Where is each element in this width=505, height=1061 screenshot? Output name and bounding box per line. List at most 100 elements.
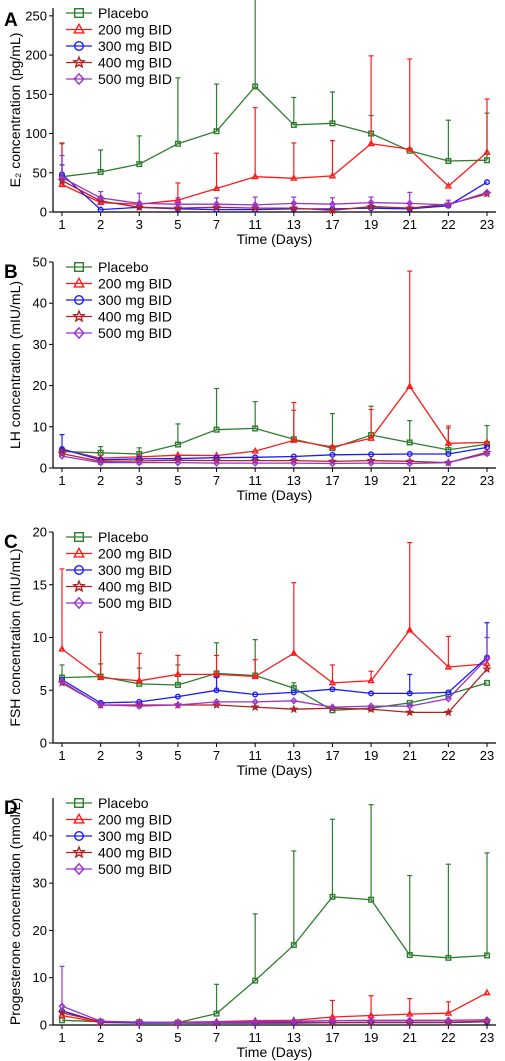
data-point xyxy=(484,179,491,186)
data-point xyxy=(406,450,413,457)
data-point xyxy=(406,199,414,208)
y-tick-label: 20 xyxy=(33,378,47,393)
data-point xyxy=(250,702,260,711)
x-tick-label: 1 xyxy=(58,1030,65,1045)
y-tick-label: 40 xyxy=(33,828,47,843)
legend-label: 200 mg BID xyxy=(98,812,172,828)
data-point xyxy=(290,436,298,443)
legend-marker xyxy=(73,41,84,52)
x-tick-label: 3 xyxy=(136,1030,143,1045)
data-point xyxy=(251,698,259,706)
data-point xyxy=(135,458,143,467)
legend-marker xyxy=(72,309,86,323)
series-line xyxy=(61,173,488,211)
data-point xyxy=(406,439,413,446)
y-tick-label: 20 xyxy=(33,923,47,938)
data-point xyxy=(213,128,220,135)
data-point xyxy=(484,679,491,686)
data-point xyxy=(251,672,259,680)
legend-marker xyxy=(73,862,85,876)
x-tick-label: 7 xyxy=(213,748,220,763)
data-point xyxy=(483,654,491,663)
data-point xyxy=(327,456,337,466)
data-point xyxy=(328,703,336,711)
series-diamond xyxy=(58,636,491,711)
x-axis-title: Time (Days) xyxy=(237,231,313,247)
data-point xyxy=(97,206,104,213)
x-tick-label: 2 xyxy=(97,473,104,488)
x-tick-label: 17 xyxy=(325,748,339,763)
data-point xyxy=(445,689,452,696)
data-point xyxy=(58,678,66,686)
data-point xyxy=(97,1017,105,1026)
data-point xyxy=(405,203,415,212)
data-point xyxy=(174,681,181,688)
data-point xyxy=(444,662,453,670)
series-line xyxy=(61,180,488,212)
data-point xyxy=(290,942,297,949)
data-point xyxy=(443,707,453,717)
data-point xyxy=(290,459,298,467)
data-point xyxy=(251,446,259,454)
legend-label: 400 mg BID xyxy=(98,55,172,71)
legend-label: 300 mg BID xyxy=(98,292,172,308)
data-point xyxy=(58,644,66,652)
data-point xyxy=(58,1002,66,1010)
y-tick-label: 5 xyxy=(40,683,47,698)
data-point xyxy=(57,448,67,458)
data-point xyxy=(482,664,492,674)
data-point xyxy=(368,896,375,903)
data-point xyxy=(174,1018,182,1027)
x-tick-label: 13 xyxy=(287,748,301,763)
legend-marker xyxy=(73,22,85,34)
data-point xyxy=(406,690,413,697)
legend-marker xyxy=(73,532,84,543)
legend-label: 200 mg BID xyxy=(98,276,172,292)
legend-marker xyxy=(73,565,84,576)
x-tick-label: 19 xyxy=(364,217,378,232)
data-point xyxy=(173,203,183,212)
data-point xyxy=(483,449,491,458)
series-triangle xyxy=(58,988,491,1026)
data-point xyxy=(368,690,375,697)
series-square xyxy=(59,0,491,180)
data-point xyxy=(212,202,222,212)
legend-label: 500 mg BID xyxy=(98,71,172,87)
data-point xyxy=(212,455,222,465)
data-point xyxy=(405,456,415,466)
data-point xyxy=(97,701,105,709)
data-point xyxy=(136,161,143,168)
x-tick-label: 13 xyxy=(287,217,301,232)
data-point xyxy=(252,977,259,984)
data-point xyxy=(97,168,104,175)
data-point xyxy=(444,201,452,209)
legend-label: Placebo xyxy=(98,259,149,275)
series-circle xyxy=(59,622,491,706)
x-tick-label: 22 xyxy=(441,748,455,763)
data-point xyxy=(213,687,220,694)
x-tick-label: 13 xyxy=(287,1030,301,1045)
series-star xyxy=(57,664,492,717)
data-point xyxy=(406,145,414,152)
data-point xyxy=(96,196,106,205)
x-tick-label: 19 xyxy=(364,473,378,488)
series-line xyxy=(61,992,488,1024)
x-tick-label: 2 xyxy=(97,217,104,232)
x-tick-label: 2 xyxy=(97,1030,104,1045)
data-point xyxy=(445,954,452,961)
data-point xyxy=(59,1017,66,1024)
data-point xyxy=(212,700,222,709)
data-point xyxy=(213,459,221,467)
panel-letter: B xyxy=(4,262,18,283)
legend-label: Placebo xyxy=(98,5,149,21)
y-tick-label: 0 xyxy=(40,461,47,476)
x-tick-label: 23 xyxy=(480,1030,494,1045)
data-point xyxy=(252,425,259,432)
data-point xyxy=(290,689,297,696)
panel-letter: A xyxy=(4,10,18,31)
data-point xyxy=(366,455,376,465)
data-point xyxy=(57,1007,67,1017)
